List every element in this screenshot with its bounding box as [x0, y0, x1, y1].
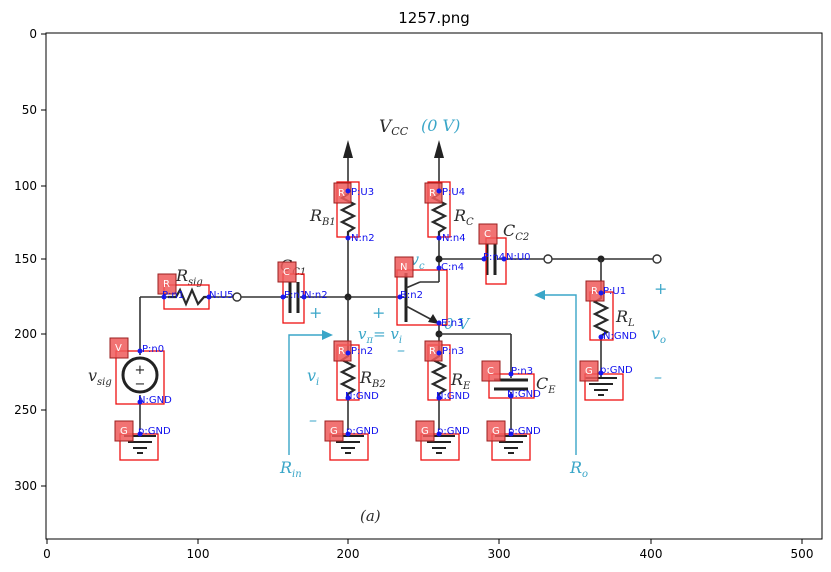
caption: (a)	[360, 507, 381, 525]
capacitor-cc1	[288, 282, 300, 313]
rc-label: RC	[453, 206, 474, 228]
vcc-label: VCC	[379, 117, 409, 138]
vc-label: vc	[410, 250, 425, 272]
zero-volt-label: 0 V	[444, 315, 471, 333]
pin-label: N:GND	[436, 391, 470, 402]
pin-label: p:GND	[138, 426, 171, 437]
plus-sign: +	[309, 303, 322, 322]
pin-annotations: P:U3 N:n2 P:U4 N:n4 P:n4 N:U0 C:n4 P:n1 …	[137, 187, 637, 437]
x-tick-label: 500	[791, 547, 814, 561]
pin-label: p:GND	[508, 426, 541, 437]
pin-label: N:n4	[442, 233, 466, 244]
pin-label: P:n3	[511, 366, 533, 377]
component-tag: C	[484, 229, 491, 240]
pin-label: N:GND	[507, 389, 541, 400]
component-tag: R	[591, 286, 598, 297]
component-tag: G	[492, 426, 500, 437]
pin-label: N:n2	[304, 290, 328, 301]
minus-sign: –	[309, 410, 317, 429]
x-tick-label: 300	[488, 547, 511, 561]
y-tick-label: 250	[14, 403, 37, 417]
pin-label: P:U4	[442, 187, 465, 198]
pin-label: B:n2	[400, 290, 423, 301]
pin-label: E:n3	[441, 318, 463, 329]
component-tag: G	[585, 366, 593, 377]
pin-label: P:n3	[442, 346, 464, 357]
circuit-labels: VCC (0 V) RB1 RC CC2 Rsig CC1 vc RL vo v…	[88, 116, 667, 525]
x-axis: 0 100 200 300 400 500	[43, 539, 813, 561]
x-tick-label: 0	[43, 547, 51, 561]
pin-label: P:n4	[483, 252, 505, 263]
component-tag: G	[421, 426, 429, 437]
pin-label: N:GND	[603, 331, 637, 342]
y-tick-label: 100	[14, 179, 37, 193]
plus-sign: +	[654, 279, 667, 298]
component-tag: R	[163, 279, 170, 290]
vo-label: vo	[651, 324, 666, 346]
rb2-label: RB2	[359, 368, 386, 390]
resistor-rsig	[168, 287, 207, 307]
component-tag: G	[330, 426, 338, 437]
vpi-label: vπ= vi	[358, 325, 402, 346]
x-tick-label: 100	[187, 547, 210, 561]
pin-label: P:n2	[351, 346, 373, 357]
minus-sign: –	[654, 367, 662, 386]
ro-label: Ro	[569, 458, 588, 480]
y-tick-label: 50	[22, 103, 37, 117]
pin-label: N:GND	[345, 391, 379, 402]
signal-source: + −	[121, 356, 159, 394]
impedance-arrows	[288, 290, 577, 455]
ce-label: CE	[536, 374, 556, 396]
pin-label: P:n1	[284, 290, 306, 301]
vcc-value: (0 V)	[421, 116, 460, 135]
pin-label: N:U0	[506, 252, 531, 263]
component-tag: N	[400, 262, 407, 273]
re-label: RE	[450, 370, 471, 392]
pin-label: P:U1	[603, 286, 626, 297]
minus-sign: –	[397, 340, 405, 359]
svg-text:−: −	[135, 377, 146, 392]
vi-label: vi	[307, 366, 319, 388]
y-tick-label: 0	[29, 27, 37, 41]
capacitor-cc2	[485, 244, 497, 275]
svg-text:+: +	[135, 363, 146, 378]
rb1-label: RB1	[309, 206, 336, 228]
pin-label: p:GND	[346, 426, 379, 437]
pin-label: p:GND	[437, 426, 470, 437]
y-tick-label: 150	[14, 252, 37, 266]
x-tick-label: 400	[640, 547, 663, 561]
pin-label: C:n4	[441, 262, 464, 273]
plus-sign: +	[372, 303, 385, 322]
pin-label: P:n0	[142, 344, 164, 355]
component-tag: R	[338, 188, 345, 199]
component-tag: C	[487, 366, 494, 377]
pin-label: N:GND	[138, 395, 172, 406]
component-tag: C	[283, 267, 290, 278]
pin-label: N:U5	[209, 290, 234, 301]
component-tag: V	[115, 343, 122, 354]
component-tag: R	[338, 346, 345, 357]
component-tag: R	[429, 188, 436, 199]
pin-label: P:n1	[162, 290, 184, 301]
pin-label: N:n2	[351, 233, 375, 244]
rl-label: RL	[615, 307, 635, 329]
rin-label: Rin	[279, 458, 302, 480]
component-tag: G	[120, 426, 128, 437]
y-axis: 0 50 100 150 200 250 300	[14, 27, 46, 493]
rsig-label: Rsig	[175, 266, 203, 288]
annotation-tags: R R C R C N R V R R C G G G G G	[109, 182, 605, 442]
vsig-label: vsig	[88, 366, 112, 388]
x-tick-label: 200	[337, 547, 360, 561]
component-tag: R	[429, 346, 436, 357]
cc2-label: CC2	[503, 221, 529, 243]
pin-label: P:U3	[351, 187, 374, 198]
y-tick-label: 300	[14, 479, 37, 493]
pin-label: p:GND	[600, 365, 633, 376]
y-tick-label: 200	[14, 327, 37, 341]
figure-title: 1257.png	[398, 9, 470, 27]
